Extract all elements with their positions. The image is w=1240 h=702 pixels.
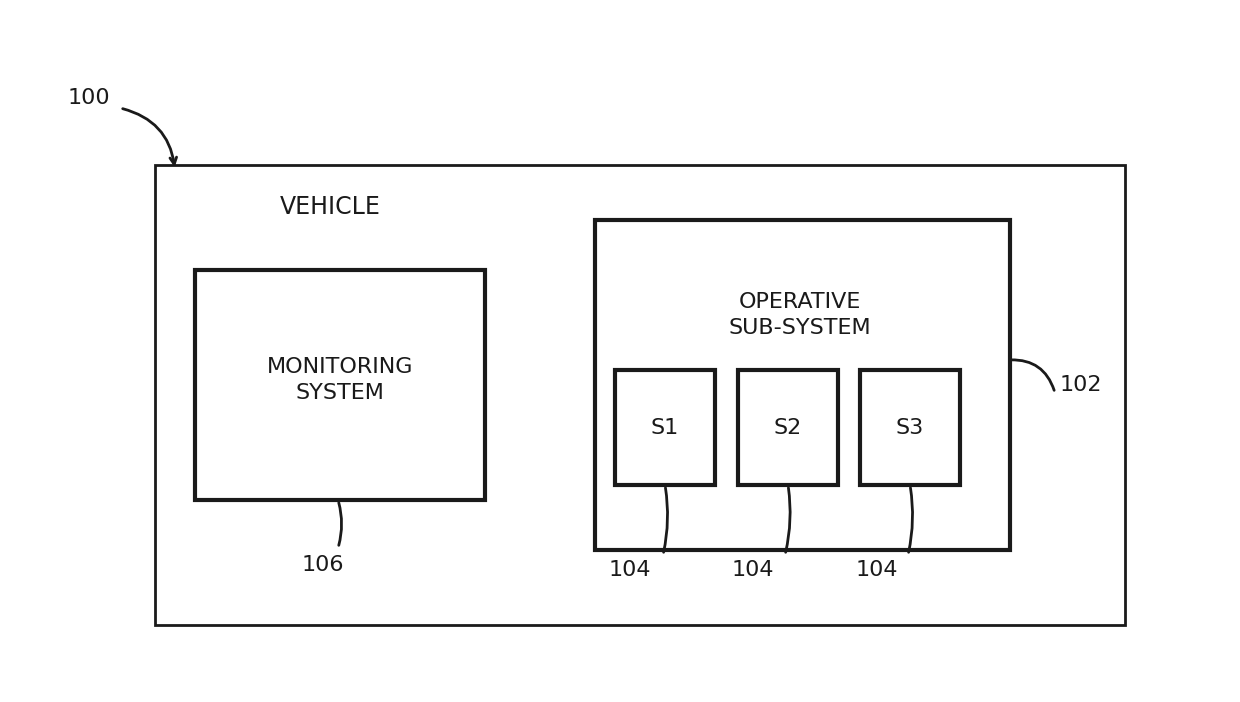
Text: 104: 104 bbox=[732, 560, 774, 580]
Text: S3: S3 bbox=[895, 418, 924, 437]
Text: 106: 106 bbox=[301, 555, 345, 575]
Bar bbox=[615, 370, 715, 485]
Text: 104: 104 bbox=[856, 560, 898, 580]
Text: S1: S1 bbox=[651, 418, 680, 437]
Text: 100: 100 bbox=[68, 88, 110, 108]
Bar bbox=[195, 270, 485, 500]
Bar bbox=[861, 370, 960, 485]
Text: 104: 104 bbox=[609, 560, 651, 580]
Text: VEHICLE: VEHICLE bbox=[280, 195, 381, 219]
Text: OPERATIVE
SUB-SYSTEM: OPERATIVE SUB-SYSTEM bbox=[729, 292, 872, 338]
Bar bbox=[738, 370, 838, 485]
Text: S2: S2 bbox=[774, 418, 802, 437]
Bar bbox=[595, 220, 1011, 550]
Bar bbox=[155, 165, 1125, 625]
Text: MONITORING
SYSTEM: MONITORING SYSTEM bbox=[267, 357, 413, 403]
Text: 102: 102 bbox=[1060, 375, 1102, 395]
